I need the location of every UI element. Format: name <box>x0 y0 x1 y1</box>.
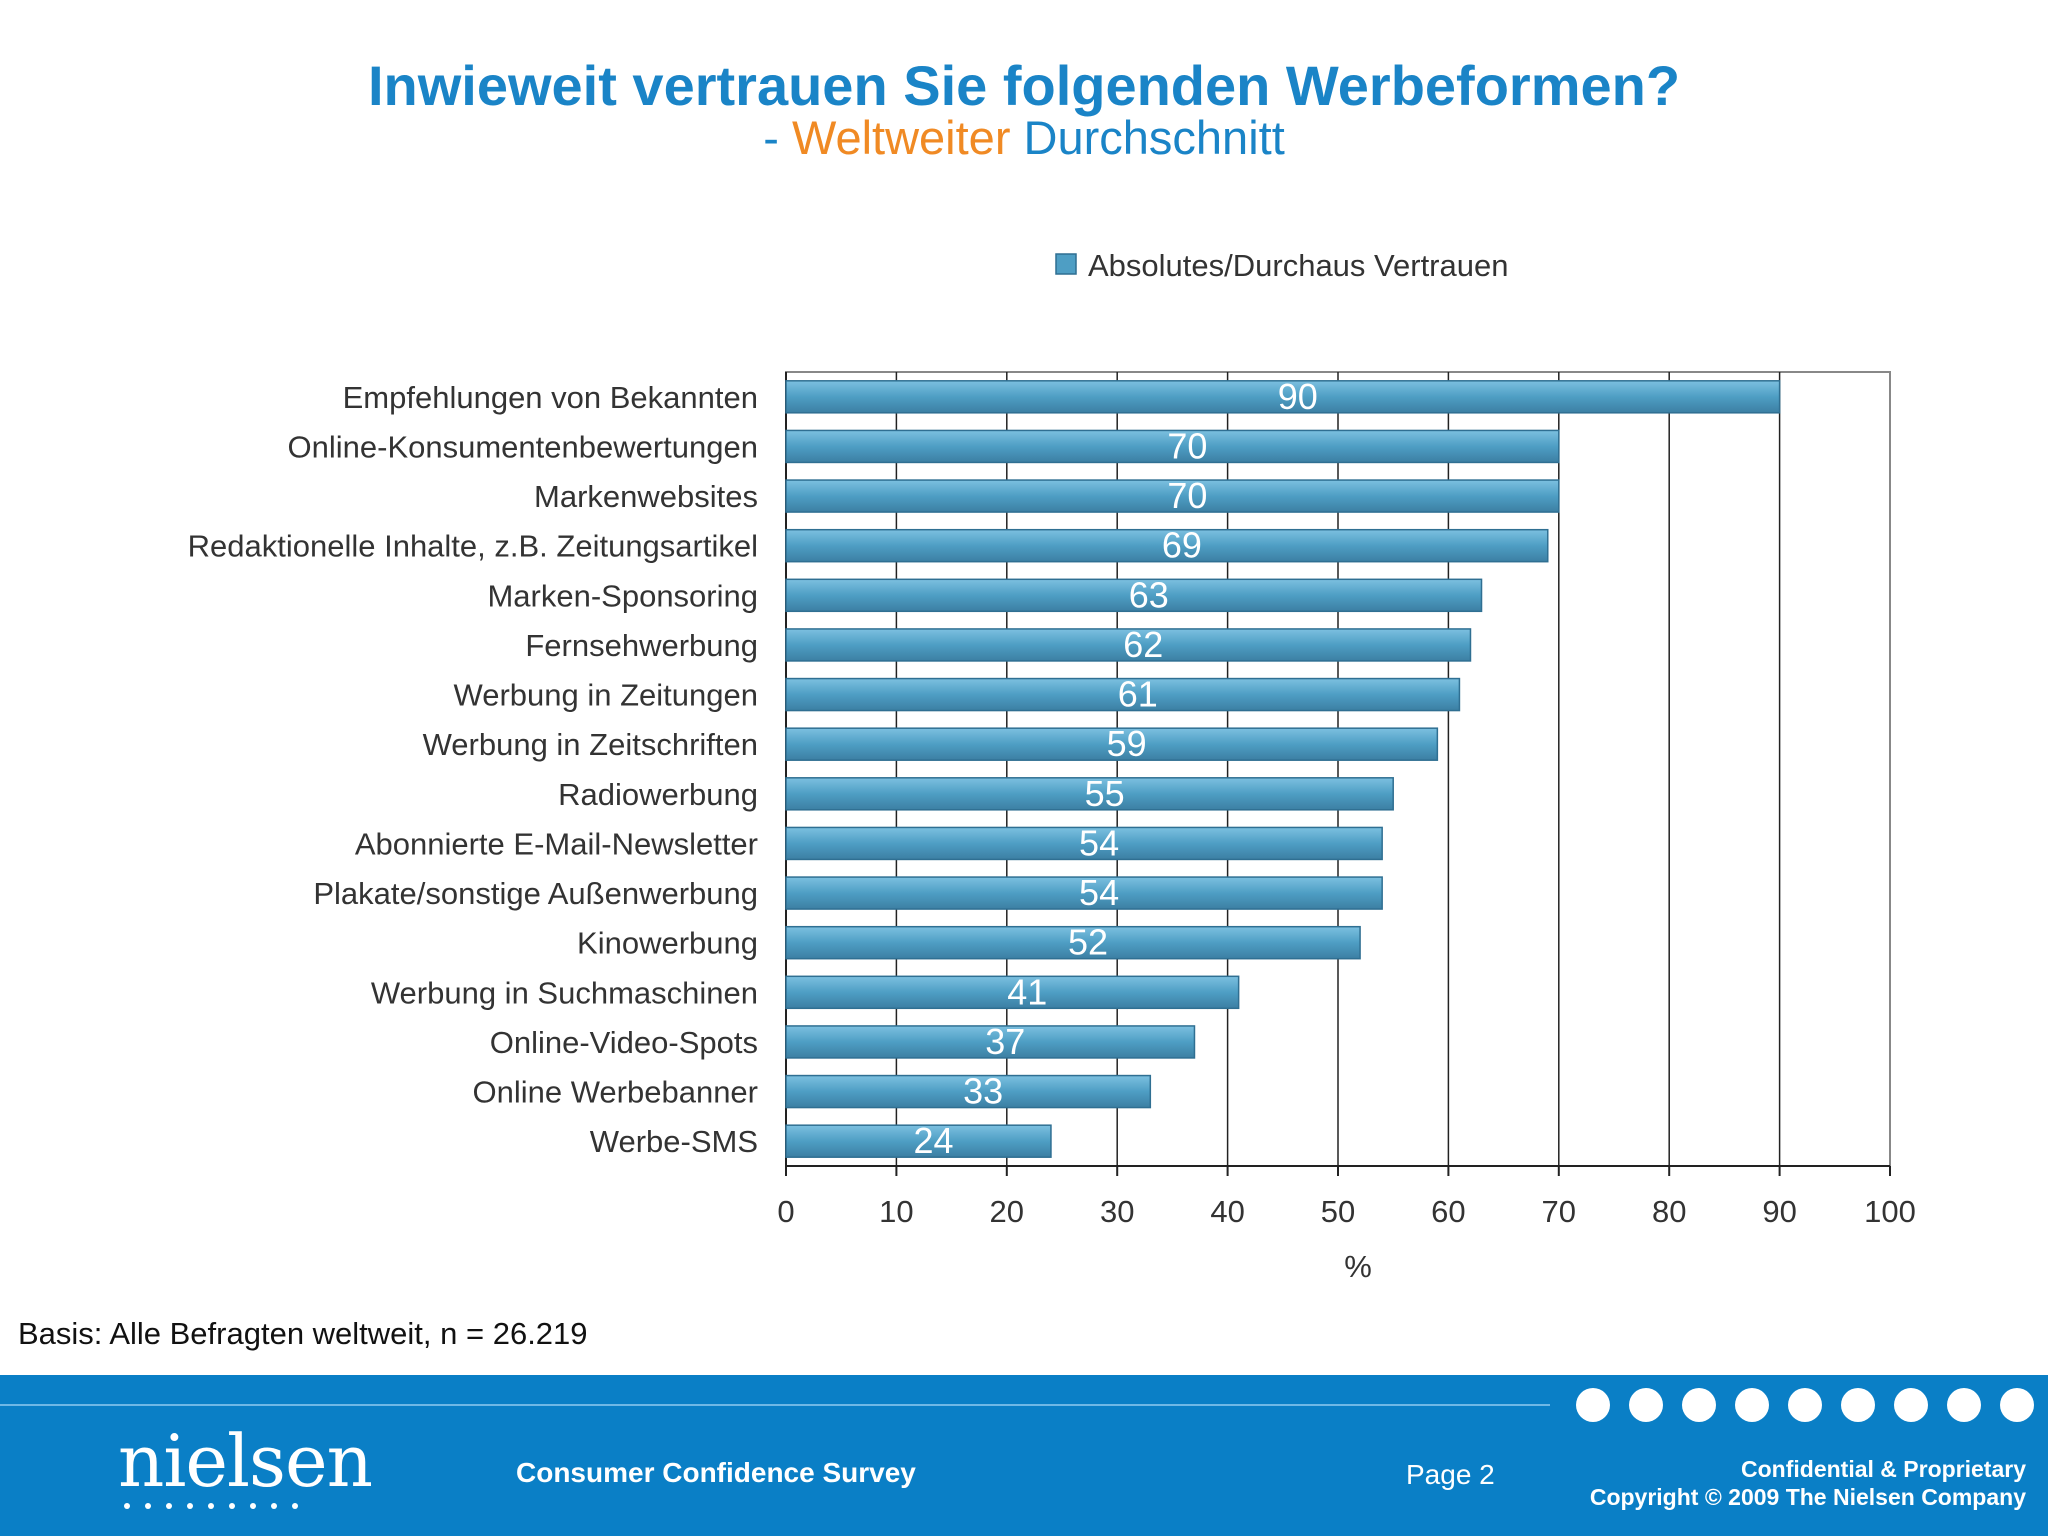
x-tick-label: 70 <box>1542 1194 1576 1229</box>
bar <box>785 826 1383 861</box>
footer-dot <box>1576 1388 1610 1422</box>
footer-dot <box>1841 1388 1875 1422</box>
footer-dot <box>2000 1388 2034 1422</box>
bar <box>785 479 1560 513</box>
category-label: Online Werbebanner <box>473 1075 759 1110</box>
category-label: Werbe-SMS <box>590 1124 758 1159</box>
data-label: 70 <box>1167 425 1207 466</box>
data-label: 37 <box>985 1021 1025 1062</box>
data-label: 70 <box>1167 475 1207 516</box>
logo-dots <box>124 1503 298 1509</box>
data-label: 41 <box>1007 971 1047 1012</box>
x-tick-label: 10 <box>879 1194 913 1229</box>
category-label: Redaktionelle Inhalte, z.B. Zeitungsarti… <box>188 529 758 564</box>
data-label: 55 <box>1085 773 1125 814</box>
subtitle-highlight: Weltweiter <box>791 111 1011 164</box>
bar-chart: 0 10 20 30 40 50 60 70 80 90 100% Empfehlungen von … <box>188 248 1916 1284</box>
category-label: Werbung in Zeitungen <box>454 678 758 713</box>
bar <box>785 1074 1152 1109</box>
data-label: 90 <box>1278 376 1318 417</box>
x-tick-label: 60 <box>1431 1194 1465 1229</box>
footer-dot <box>1629 1388 1663 1422</box>
data-label: 63 <box>1129 574 1169 615</box>
page-number: Page 2 <box>1406 1459 1495 1490</box>
category-label: Marken-Sponsoring <box>487 578 758 613</box>
bar <box>785 628 1472 662</box>
chart-subtitle: - Weltweiter Durchschnitt <box>0 110 2048 166</box>
bar <box>785 876 1383 910</box>
subtitle-rest: Durchschnitt <box>1010 111 1285 164</box>
copyright-note: Copyright © 2009 The Nielsen Company <box>1589 1484 2026 1510</box>
data-label: 24 <box>913 1120 953 1161</box>
copyright-block: Confidential & Proprietary Copyright © 2… <box>1590 1455 2026 1511</box>
x-tick-label: 0 <box>777 1194 794 1229</box>
footer-dot <box>1735 1388 1769 1422</box>
bar <box>785 429 1560 464</box>
data-label: 52 <box>1068 922 1108 963</box>
category-label: Plakate/sonstige Außenwerbung <box>313 876 758 911</box>
chart-title: Inwieweit vertrauen Sie folgenden Werbef… <box>367 54 1681 117</box>
category-label: Abonnierte E-Mail-Newsletter <box>355 826 758 861</box>
footer-dot <box>1947 1388 1981 1422</box>
bar <box>785 1124 1052 1158</box>
category-label: Werbung in Suchmaschinen <box>371 975 758 1010</box>
footer-dot <box>1682 1388 1716 1422</box>
bar <box>785 380 1781 414</box>
data-label: 59 <box>1107 723 1147 764</box>
nielsen-logo: nielsen <box>118 1419 373 1503</box>
legend-label: Absolutes/Durchaus Vertrauen <box>1088 248 1508 283</box>
data-label: 62 <box>1123 624 1163 665</box>
category-label: Kinowerbung <box>577 926 758 961</box>
category-label: Radiowerbung <box>558 777 758 812</box>
data-label: 54 <box>1079 872 1119 913</box>
x-tick-label: 80 <box>1652 1194 1686 1229</box>
data-label: 61 <box>1118 674 1158 715</box>
bar <box>785 528 1549 563</box>
bar <box>785 727 1439 761</box>
footer-dots <box>1576 1388 2034 1422</box>
bar <box>785 677 1461 712</box>
x-tick-label: 40 <box>1210 1194 1244 1229</box>
category-label: Markenwebsites <box>534 479 758 514</box>
bar <box>785 578 1483 613</box>
confidential-note: Confidential & Proprietary <box>1741 1456 2026 1482</box>
legend-swatch <box>1055 253 1077 275</box>
x-tick-label: 90 <box>1762 1194 1796 1229</box>
footer-bar: nielsen Consumer Confidence Survey Page … <box>0 1375 2048 1536</box>
data-label: 54 <box>1079 822 1119 863</box>
bar <box>785 777 1394 811</box>
data-label: 69 <box>1162 525 1202 566</box>
category-label: Fernsehwerbung <box>525 628 758 663</box>
category-label: Werbung in Zeitschriften <box>423 727 758 762</box>
category-label: Online-Konsumentenbewertungen <box>288 429 758 464</box>
x-tick-label: 20 <box>990 1194 1024 1229</box>
x-tick-label: 100 <box>1864 1194 1916 1229</box>
footer-dot <box>1894 1388 1928 1422</box>
category-label: Online-Video-Spots <box>490 1025 758 1060</box>
data-label: 33 <box>963 1071 1003 1112</box>
survey-name: Consumer Confidence Survey <box>516 1457 916 1488</box>
x-tick-label: 30 <box>1100 1194 1134 1229</box>
bar <box>785 925 1361 960</box>
bar <box>785 975 1240 1010</box>
x-tick-label: 50 <box>1321 1194 1355 1229</box>
footer-dot <box>1788 1388 1822 1422</box>
subtitle-prefix: - <box>763 111 792 164</box>
category-label: Empfehlungen von Bekannten <box>343 380 758 415</box>
bar <box>785 1025 1196 1059</box>
basis-note: Basis: Alle Befragten weltweit, n = 26.2… <box>18 1316 588 1351</box>
x-axis-label: % <box>1344 1249 1372 1284</box>
footer-rule <box>0 1404 1550 1406</box>
